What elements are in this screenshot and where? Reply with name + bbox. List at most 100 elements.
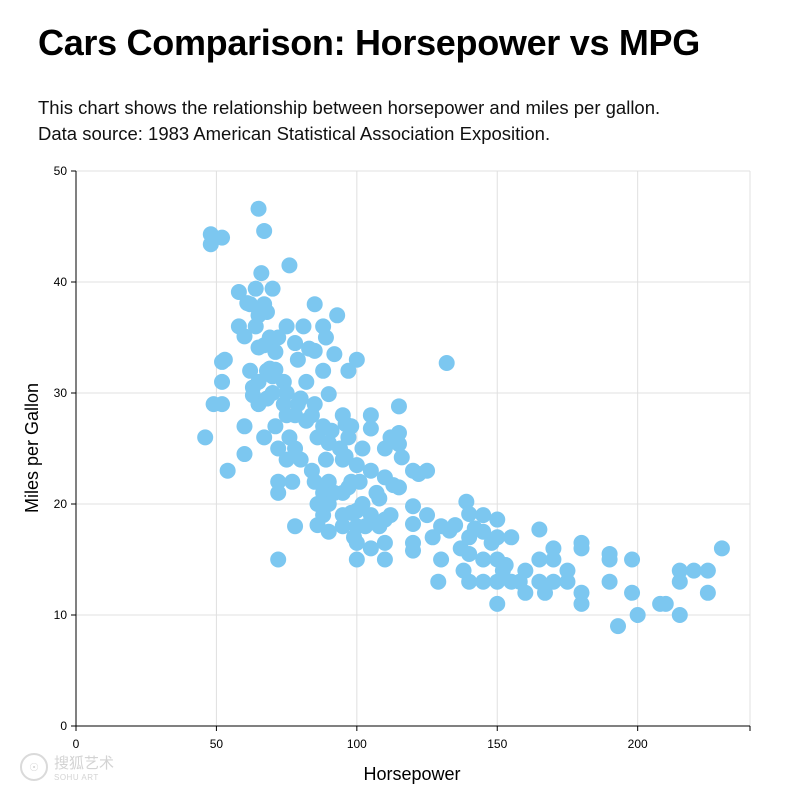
scatter-point xyxy=(242,296,259,313)
subtitle-line-1: This chart shows the relationship betwee… xyxy=(38,97,661,118)
watermark-subtext: SOHU ART xyxy=(54,773,99,782)
scatter-point xyxy=(267,361,284,378)
scatter-point xyxy=(329,307,346,324)
scatter-point xyxy=(405,498,421,515)
scatter-point xyxy=(601,551,618,568)
grid-lines xyxy=(76,170,751,726)
scatter-point xyxy=(419,507,436,524)
scatter-point xyxy=(671,573,688,590)
scatter-point xyxy=(545,540,562,557)
scatter-point xyxy=(354,440,371,457)
scatter-point xyxy=(438,355,455,372)
x-tick-label: 200 xyxy=(628,737,648,751)
scatter-points xyxy=(197,200,730,635)
scatter-point xyxy=(214,229,231,246)
scatter-point xyxy=(475,507,492,524)
scatter-point xyxy=(306,473,323,490)
y-tick-label: 50 xyxy=(54,164,68,178)
watermark: ☉ 搜狐艺术 SOHU ART xyxy=(20,752,114,782)
scatter-point xyxy=(219,462,236,479)
scatter-point xyxy=(699,584,716,601)
scatter-point xyxy=(343,418,360,435)
scatter-point xyxy=(610,618,627,635)
scatter-point xyxy=(531,551,548,568)
scatter-point xyxy=(405,515,421,532)
scatter-point xyxy=(376,534,393,551)
scatter-point xyxy=(362,420,379,437)
scatter-point xyxy=(295,318,312,335)
scatter-point xyxy=(306,342,323,359)
scatter-point xyxy=(264,280,281,297)
scatter-point xyxy=(461,573,478,590)
scatter-point xyxy=(289,351,306,368)
scatter-point xyxy=(270,440,287,457)
scatter-point xyxy=(270,551,287,568)
scatter-point xyxy=(348,351,365,368)
scatter-point xyxy=(236,446,253,463)
scatter-point xyxy=(393,449,410,466)
scatter-point xyxy=(264,385,281,401)
scatter-point xyxy=(433,551,450,568)
scatter-point xyxy=(337,448,354,465)
scatter-point xyxy=(671,562,688,579)
scatter-point xyxy=(671,607,688,623)
scatter-point xyxy=(419,462,436,479)
scatter-point xyxy=(475,523,492,540)
y-tick-label: 10 xyxy=(54,608,68,622)
scatter-point xyxy=(354,496,371,512)
scatter-point xyxy=(270,329,287,346)
scatter-point xyxy=(292,451,309,468)
scatter-point xyxy=(284,473,301,490)
y-axis-title: Miles per Gallon xyxy=(22,383,42,513)
scatter-point xyxy=(545,551,562,568)
scatter-point xyxy=(390,424,407,441)
scatter-point xyxy=(390,436,407,453)
scatter-point xyxy=(270,473,287,490)
scatter-point xyxy=(601,573,618,590)
scatter-point xyxy=(531,521,548,538)
scatter-point xyxy=(517,562,534,579)
seal-logo-icon: ☉ xyxy=(20,753,48,781)
y-tick-label: 30 xyxy=(54,386,68,400)
scatter-point xyxy=(326,346,343,363)
scatter-point xyxy=(573,595,590,612)
scatter-point xyxy=(376,551,393,568)
scatter-point xyxy=(489,595,506,612)
scatter-point xyxy=(573,584,590,601)
scatter-point xyxy=(362,540,379,557)
scatter-point xyxy=(323,422,340,439)
scatter-point xyxy=(461,545,478,562)
scatter-point xyxy=(458,493,475,510)
scatter-point xyxy=(536,584,553,601)
scatter-point xyxy=(348,534,365,551)
scatter-point xyxy=(362,407,379,424)
scatter-point xyxy=(545,573,562,590)
scatter-point xyxy=(214,373,231,390)
chart-title: Cars Comparison: Horsepower vs MPG xyxy=(38,22,700,63)
scatter-point xyxy=(497,557,514,574)
scatter-point xyxy=(242,362,259,379)
scatter-point xyxy=(287,518,304,535)
axes xyxy=(71,170,751,731)
scatter-point xyxy=(503,529,520,546)
scatter-point xyxy=(340,362,357,379)
y-tick-label: 40 xyxy=(54,275,68,289)
scatter-point xyxy=(390,479,407,496)
scatter-point xyxy=(320,386,337,403)
scatter-point xyxy=(267,418,284,435)
scatter-point xyxy=(250,373,267,390)
scatter-point xyxy=(334,518,351,535)
scatter-point xyxy=(517,584,534,601)
scatter-point xyxy=(405,542,421,559)
y-tick-label: 0 xyxy=(60,719,67,733)
scatter-point xyxy=(256,222,273,239)
scatter-point xyxy=(559,573,576,590)
scatter-point xyxy=(713,540,730,557)
x-tick-label: 150 xyxy=(487,737,507,751)
scatter-point xyxy=(699,562,716,579)
scatter-point xyxy=(197,429,214,446)
y-tick-label: 20 xyxy=(54,497,68,511)
scatter-point xyxy=(278,385,295,401)
scatter-point xyxy=(629,607,646,623)
